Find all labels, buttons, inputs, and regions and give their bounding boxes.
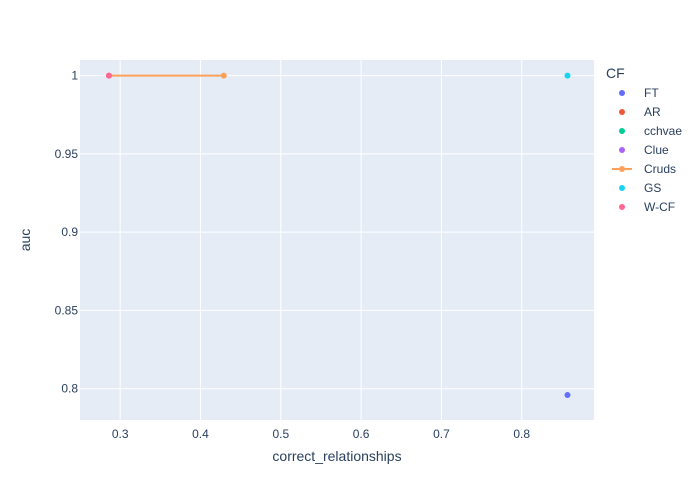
y-tick-label: 0.85 <box>55 303 79 317</box>
legend-item-w-cf[interactable]: W-CF <box>619 200 675 214</box>
legend-item-clue[interactable]: Clue <box>619 143 669 157</box>
legend-item-gs[interactable]: GS <box>619 181 661 195</box>
legend-item-ar[interactable]: AR <box>619 105 661 119</box>
data-point[interactable] <box>564 391 571 398</box>
data-point[interactable] <box>105 72 112 79</box>
legend-label: FT <box>644 86 659 100</box>
y-axis-title: auc <box>17 229 33 252</box>
y-axis-ticks: 0.8 0.85 0.9 0.95 1 <box>55 69 79 396</box>
legend-label: cchvae <box>644 124 682 138</box>
legend-item-cchvae[interactable]: cchvae <box>619 124 682 138</box>
legend-marker <box>619 128 625 134</box>
data-point[interactable] <box>564 72 571 79</box>
x-axis-title: correct_relationships <box>272 448 401 464</box>
x-tick-label: 0.4 <box>192 427 209 441</box>
traces <box>105 72 571 398</box>
y-tick-label: 1 <box>71 69 78 83</box>
legend-label: Clue <box>644 143 669 157</box>
legend-label: GS <box>644 181 661 195</box>
legend[interactable]: CF FT AR cchvae Clue Cruds GS W-CF <box>606 65 682 214</box>
legend-marker <box>619 166 625 172</box>
y-tick-label: 0.95 <box>55 147 79 161</box>
legend-marker <box>619 185 625 191</box>
x-tick-label: 0.6 <box>353 427 370 441</box>
series-w-cf <box>105 72 112 79</box>
y-tick-label: 0.9 <box>61 225 78 239</box>
legend-marker <box>619 204 625 210</box>
x-tick-label: 0.7 <box>433 427 450 441</box>
x-tick-label: 0.3 <box>112 427 129 441</box>
legend-marker <box>619 147 625 153</box>
series-gs <box>564 72 571 79</box>
legend-item-cruds[interactable]: Cruds <box>612 162 676 176</box>
legend-marker <box>619 90 625 96</box>
legend-label: W-CF <box>644 200 675 214</box>
legend-item-ft[interactable]: FT <box>619 86 659 100</box>
data-point[interactable] <box>220 72 227 79</box>
x-tick-label: 0.5 <box>272 427 289 441</box>
plot-area <box>80 60 594 420</box>
legend-title: CF <box>606 65 625 81</box>
legend-label: AR <box>644 105 661 119</box>
legend-marker <box>619 109 625 115</box>
x-tick-label: 0.8 <box>513 427 530 441</box>
legend-label: Cruds <box>644 162 676 176</box>
y-tick-label: 0.8 <box>61 382 78 396</box>
x-axis-ticks: 0.3 0.4 0.5 0.6 0.7 0.8 <box>112 427 531 441</box>
series-ft <box>564 391 571 398</box>
